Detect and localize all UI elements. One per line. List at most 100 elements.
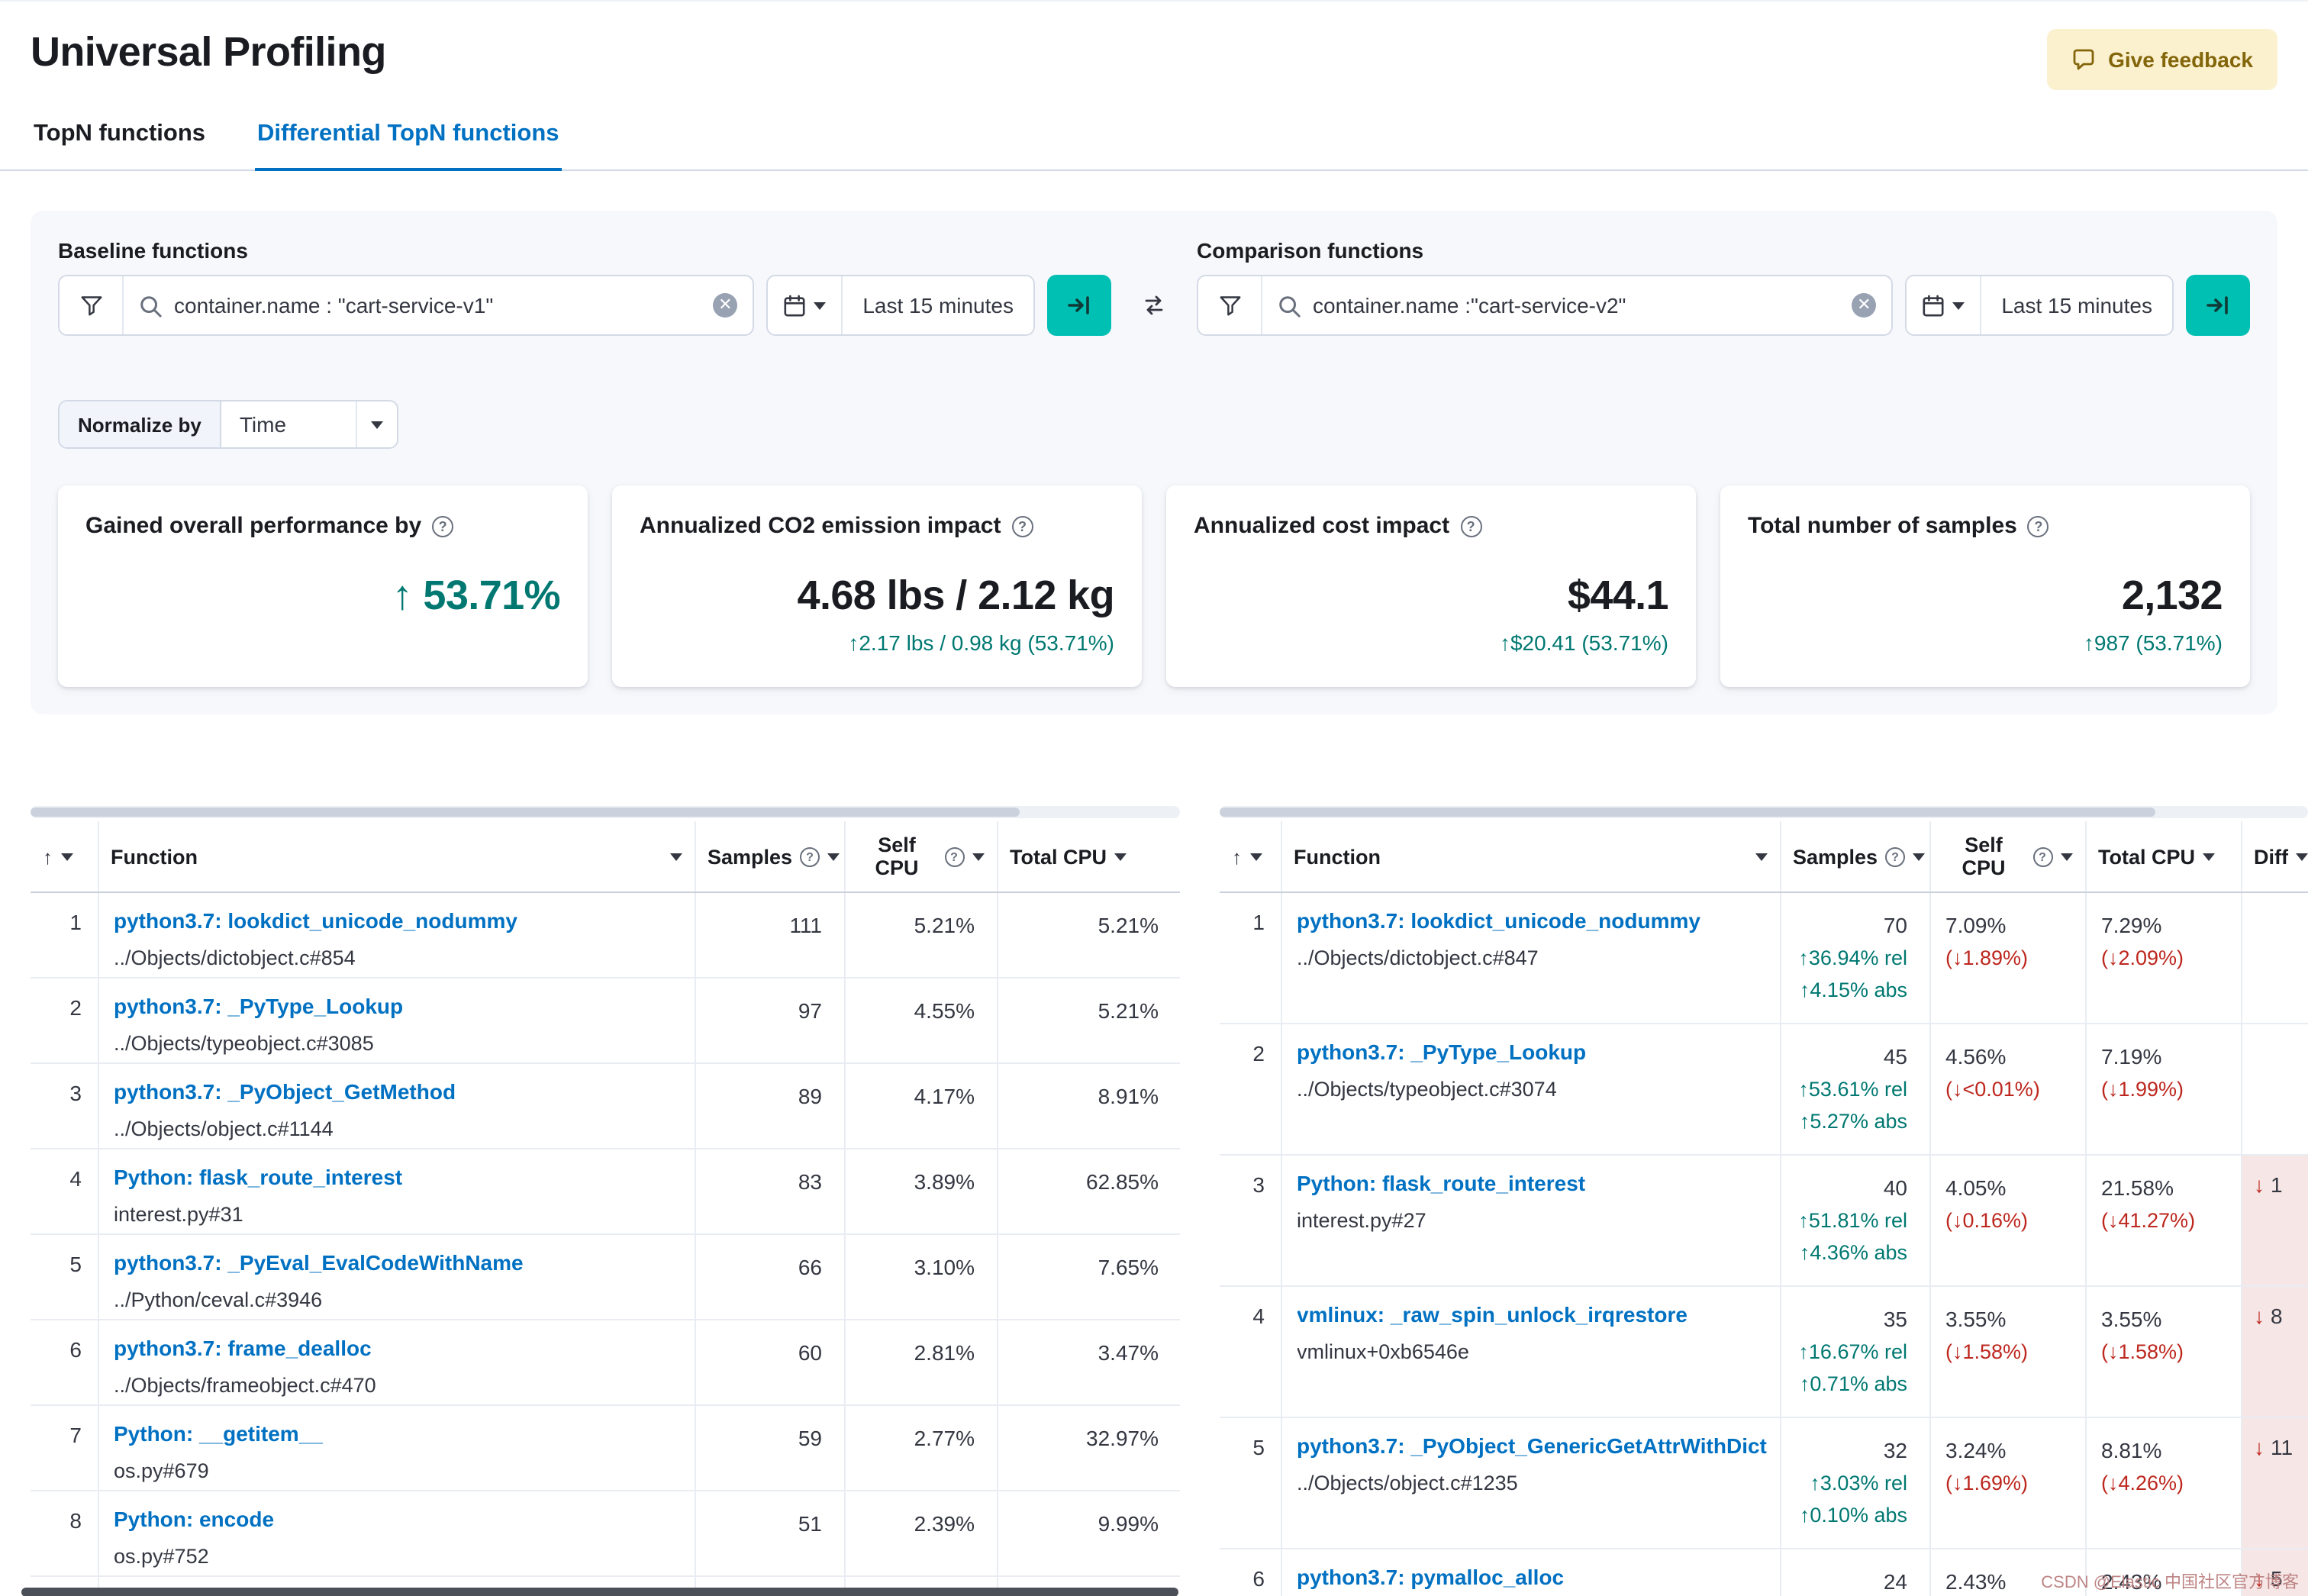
filters-panel: Baseline functions [31,211,2277,714]
table-row[interactable]: 7 Python: __getitem__ os.py#679 59 2.77%… [31,1405,1180,1491]
normalize-by-select[interactable]: Normalize by Time [58,400,398,449]
table-row[interactable]: 6 python3.7: pymalloc_alloc ../Objects/o… [1220,1549,2308,1596]
samples-cell: 40 ↑51.81% rel ↑4.36% abs [1779,1155,1929,1286]
table-row[interactable]: 8 Python: encode os.py#752 51 2.39% 9.99… [31,1491,1180,1576]
give-feedback-button[interactable]: Give feedback [2047,29,2277,90]
table-row[interactable]: 3 Python: flask_route_interest interest.… [1220,1155,2308,1286]
function-link[interactable]: python3.7: pymalloc_alloc [1297,1565,1565,1589]
function-link[interactable]: python3.7: lookdict_unicode_nodummy [1297,908,1700,933]
caret-down-icon[interactable] [2203,853,2215,860]
column-samples[interactable]: Samples [708,845,793,868]
caret-down-icon[interactable] [1249,853,1262,860]
column-diff[interactable]: Diff [2254,845,2288,868]
diff-cell: ↓ [2240,1024,2308,1155]
sort-asc-icon[interactable]: ↑ [1232,845,1242,868]
swap-sides-button[interactable] [1127,275,1181,336]
caret-down-icon[interactable] [60,853,73,860]
column-self-cpu[interactable]: Self CPU [1961,833,2006,879]
function-link[interactable]: python3.7: frame_dealloc [114,1336,372,1360]
tab-differential-topn-functions[interactable]: Differential TopN functions [254,105,562,171]
table-row[interactable]: 5 python3.7: _PyObject_GenericGetAttrWit… [1220,1417,2308,1549]
caret-down-icon[interactable] [827,853,840,860]
column-function[interactable]: Function [1294,845,1381,868]
row-rank: 8 [69,1508,82,1533]
samples-abs-change: ↑0.71% abs [1799,1372,1907,1395]
caret-down-icon[interactable] [1114,853,1127,860]
table-row[interactable]: 1 python3.7: lookdict_unicode_nodummy ..… [31,892,1180,978]
table-row[interactable]: 6 python3.7: frame_dealloc ../Objects/fr… [31,1320,1180,1405]
question-icon[interactable]: ? [800,846,820,866]
question-icon[interactable]: ? [1885,846,1906,866]
card-cost-impact: Annualized cost impact? $44.1 ↑$20.41 (5… [1166,485,1696,687]
caret-down-icon[interactable] [972,853,984,860]
baseline-apply-button[interactable] [1047,275,1111,336]
comparison-clear-query-icon[interactable]: ✕ [1852,293,1877,318]
function-link[interactable]: python3.7: _PyObject_GetMethod [114,1079,456,1104]
comparison-query-input[interactable]: container.name :"cart-service-v2" ✕ [1262,276,1891,334]
question-icon[interactable]: ? [944,846,964,866]
function-file: ../Objects/object.c#1144 [114,1117,334,1140]
function-link[interactable]: python3.7: _PyType_Lookup [1297,1040,1587,1064]
diff-cell: ↓ [2240,892,2308,1024]
column-function[interactable]: Function [111,845,198,868]
function-link[interactable]: vmlinux: _raw_spin_unlock_irqrestore [1297,1302,1687,1327]
horizontal-scrollbar-thumb[interactable] [21,1588,1178,1596]
comparison-date-control: Last 15 minutes [1905,275,2174,336]
table-row[interactable]: 1 python3.7: lookdict_unicode_nodummy ..… [1220,892,2308,1024]
table-row[interactable]: 3 python3.7: _PyObject_GetMethod ../Obje… [31,1063,1180,1149]
function-link[interactable]: python3.7: _PyObject_GenericGetAttrWithD… [1297,1433,1767,1458]
comparison-datepicker-button[interactable] [1907,276,1982,334]
caret-down-icon[interactable] [2060,853,2072,860]
diff-cell: ↓ 11 [2240,1417,2308,1549]
caret-down-icon[interactable] [2296,853,2308,860]
function-link[interactable]: Python: flask_route_interest [114,1165,403,1189]
baseline-filter-button[interactable] [60,276,124,334]
function-link[interactable]: python3.7: lookdict_unicode_nodummy [114,908,517,933]
column-total-cpu[interactable]: Total CPU [2098,845,2195,868]
function-link[interactable]: Python: encode [114,1507,275,1531]
comparison-time-range[interactable]: Last 15 minutes [1981,276,2172,334]
total-cpu-value: 7.19% [2101,1044,2162,1069]
samples-value: 24 [1883,1569,1907,1594]
rank-diff-value: 1 [2271,1172,2283,1197]
caret-down-icon[interactable] [669,853,682,860]
caret-down-icon[interactable] [1913,853,1926,860]
self-cpu-value: 2.81% [843,1320,997,1405]
function-link[interactable]: Python: __getitem__ [114,1421,323,1446]
caret-down-icon[interactable] [1755,853,1767,860]
column-samples[interactable]: Samples [1793,845,1878,868]
table-scrollbar[interactable] [1220,806,2308,818]
question-icon[interactable]: ? [432,515,454,537]
question-icon[interactable]: ? [2027,515,2049,537]
baseline-query-input[interactable]: container.name : "cart-service-v1" ✕ [124,276,753,334]
tab-topn-functions[interactable]: TopN functions [34,121,205,147]
self-cpu-cell: 4.56% (↓<0.01%) [1929,1024,2085,1155]
card-title: Gained overall performance by [85,513,422,539]
question-icon[interactable]: ? [2032,846,2052,866]
samples-value: 35 [1883,1307,1907,1331]
table-row[interactable]: 5 python3.7: _PyEval_EvalCodeWithName ..… [31,1234,1180,1320]
baseline-datepicker-button[interactable] [768,276,843,334]
table-scrollbar[interactable] [31,806,1180,818]
table-row[interactable]: 2 python3.7: _PyType_Lookup ../Objects/t… [1220,1024,2308,1155]
comparison-apply-button[interactable] [2186,275,2250,336]
function-link[interactable]: Python: flask_route_interest [1297,1171,1586,1195]
function-link[interactable]: python3.7: _PyType_Lookup [114,994,404,1018]
table-row[interactable]: 2 python3.7: _PyType_Lookup ../Objects/t… [31,978,1180,1063]
comparison-filter-button[interactable] [1198,276,1262,334]
question-icon[interactable]: ? [1460,515,1482,537]
baseline-clear-query-icon[interactable]: ✕ [713,293,738,318]
column-self-cpu[interactable]: Self CPU [875,833,919,879]
table-row[interactable]: 4 Python: flask_route_interest interest.… [31,1149,1180,1234]
table-row[interactable]: 4 vmlinux: _raw_spin_unlock_irqrestore v… [1220,1286,2308,1417]
function-link[interactable]: python3.7: _PyEval_EvalCodeWithName [114,1250,524,1275]
sort-asc-icon[interactable]: ↑ [43,845,53,868]
self-cpu-value: 3.89% [843,1149,997,1234]
baseline-time-range[interactable]: Last 15 minutes [843,276,1033,334]
row-rank: 5 [1252,1435,1265,1459]
comparison-table: ↑ Function Samples? Self CPU? Total CPU … [1220,806,2308,1596]
column-total-cpu[interactable]: Total CPU [1010,845,1107,868]
question-icon[interactable]: ? [1011,515,1033,537]
total-cpu-delta: (↓2.09%) [2101,946,2184,969]
row-rank: 2 [1252,1041,1265,1066]
